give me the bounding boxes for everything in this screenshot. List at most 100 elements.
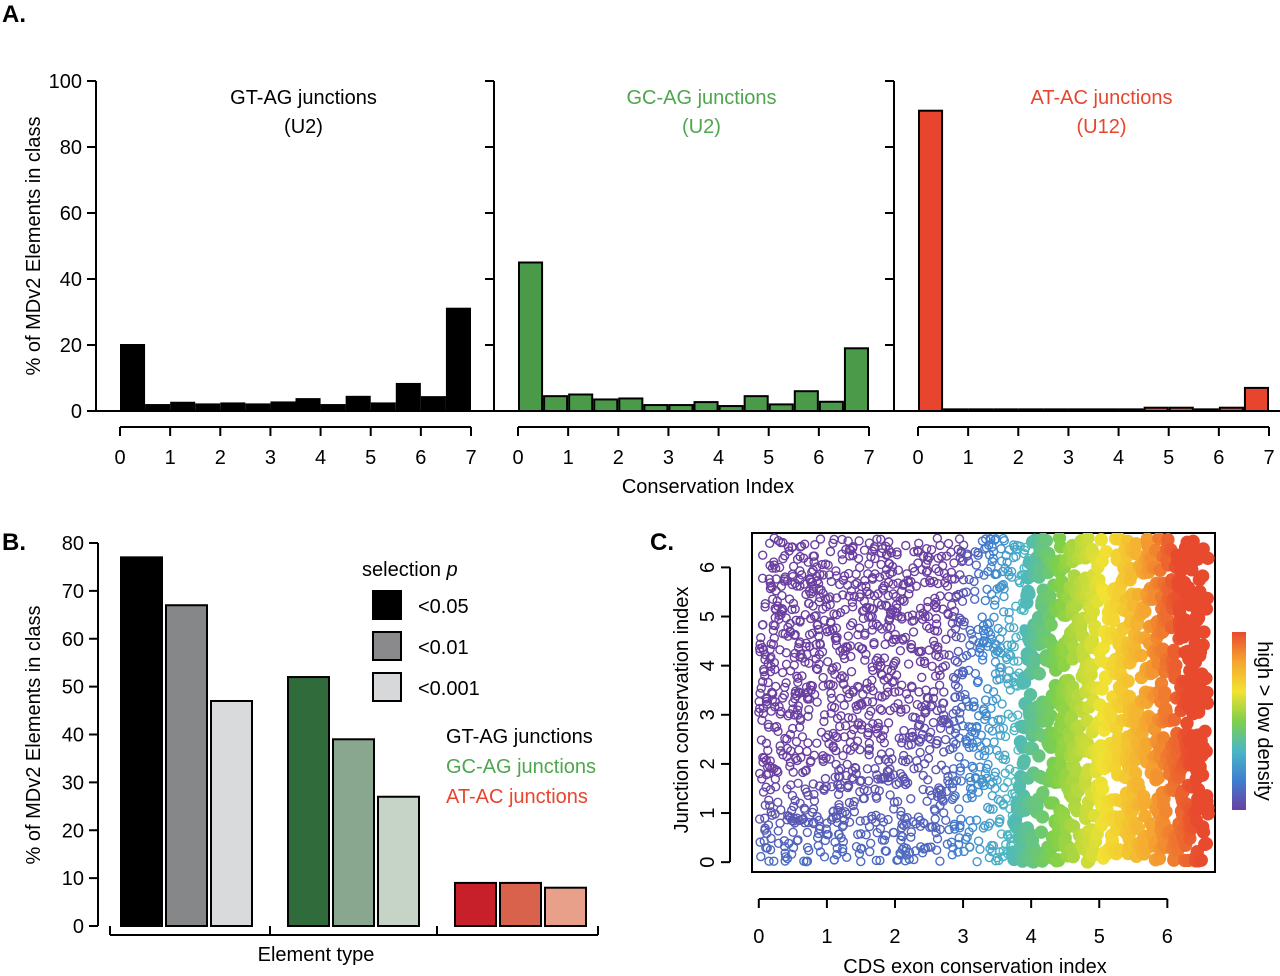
bar-group-gt-ag-junctions: [120, 556, 253, 927]
scatter-point: [958, 620, 969, 630]
scatter-point: [876, 669, 887, 679]
scatter-point: [932, 705, 942, 716]
scatter-point: [901, 704, 911, 714]
scatter-point: [777, 693, 788, 703]
bar: [120, 344, 146, 412]
scatter-point: [799, 579, 809, 589]
scatter-point: [783, 631, 793, 641]
panel-c-x-axis-label: CDS exon conservation index: [843, 956, 1106, 976]
bar: [793, 390, 819, 413]
panel-b-legend: selection p <0.05 <0.01 <0.001 GT-AG junct…: [362, 559, 596, 808]
scatter-point: [770, 620, 780, 631]
scatter-point: [781, 678, 791, 688]
x-tick-label: 2: [889, 926, 900, 948]
x-tick-label: 5: [365, 447, 376, 469]
scatter-point: [758, 645, 769, 655]
scatter-point: [879, 738, 890, 748]
scatter-point: [880, 690, 890, 700]
scatter-point: [756, 632, 766, 643]
scatter-point: [1099, 545, 1113, 559]
scatter-point: [870, 763, 880, 774]
legend-swatch: [372, 631, 402, 661]
scatter-point: [811, 654, 821, 664]
scatter-point: [1121, 674, 1135, 688]
scatter-point: [975, 844, 985, 854]
x-tick-label: 0: [753, 926, 764, 948]
scatter-point: [796, 570, 807, 580]
scatter-point: [839, 672, 850, 683]
bar: [1143, 406, 1169, 413]
scatter-point: [802, 827, 813, 838]
scatter-point: [954, 534, 965, 544]
scatter-point: [792, 671, 802, 681]
scatter-point: [1022, 587, 1036, 601]
scatter-point: [791, 736, 802, 747]
scatter-point: [890, 629, 900, 640]
scatter-point: [969, 697, 979, 707]
scatter-point: [1064, 709, 1079, 724]
scatter-point: [823, 560, 833, 570]
scatter-point: [765, 801, 775, 811]
scatter-point: [764, 856, 774, 866]
scatter-point: [833, 789, 844, 800]
scatter-point: [855, 816, 865, 826]
scatter-point: [759, 666, 769, 677]
subplot-subtitle: (U2): [682, 116, 721, 138]
scatter-point: [896, 704, 906, 715]
scatter-point: [1004, 622, 1015, 633]
x-tick-label: 0: [912, 447, 923, 469]
scatter-point: [854, 623, 865, 633]
scatter-point: [886, 548, 897, 558]
scatter-point: [1201, 801, 1215, 815]
scatter-point: [1195, 768, 1210, 782]
scatter-point: [865, 846, 875, 857]
scatter-point: [999, 535, 1010, 546]
y-tick-label: 1: [697, 807, 719, 818]
scatter-point: [983, 759, 993, 770]
y-tick-label: 20: [60, 335, 82, 357]
scatter-point: [883, 687, 893, 697]
scatter-point: [994, 817, 1005, 827]
y-tick-label: 80: [60, 137, 82, 159]
scatter-point: [992, 775, 1002, 785]
scatter-point: [838, 820, 849, 831]
scatter-point: [985, 804, 995, 814]
scatter-point: [998, 579, 1008, 590]
scatter-point: [1199, 789, 1214, 803]
scatter-point: [1000, 731, 1011, 742]
scatter-point: [825, 546, 836, 557]
scatter-point: [788, 816, 799, 826]
scatter-point: [876, 600, 887, 610]
scatter-point: [971, 815, 982, 825]
scatter-point: [932, 739, 942, 749]
scatter-point: [968, 763, 979, 773]
bar: [568, 393, 594, 412]
scatter-point: [936, 704, 947, 714]
scatter-point: [795, 581, 805, 591]
scatter-point: [925, 734, 936, 744]
bar: [395, 382, 421, 413]
bar: [287, 676, 330, 927]
scatter-point: [950, 680, 961, 690]
x-tick-label: 2: [613, 447, 624, 469]
scatter-point: [938, 698, 949, 708]
scatter-point: [894, 733, 904, 743]
scatter-point: [861, 602, 872, 613]
scatter-point: [882, 622, 892, 632]
scatter-point: [837, 534, 847, 545]
scatter-point: [846, 586, 857, 596]
scatter-point: [944, 719, 954, 729]
scatter-point: [867, 662, 877, 672]
scatter-point: [957, 556, 967, 567]
scatter-point: [907, 727, 917, 738]
scatter-point: [947, 574, 957, 584]
scatter-point: [958, 540, 969, 550]
scatter-point: [925, 727, 936, 738]
scatter-point: [887, 567, 898, 577]
scatter-point: [795, 617, 805, 627]
scatter-point: [931, 764, 941, 775]
scatter-point: [872, 793, 882, 803]
scatter-point: [956, 632, 966, 643]
subplot-subtitle: (U12): [1076, 116, 1126, 138]
